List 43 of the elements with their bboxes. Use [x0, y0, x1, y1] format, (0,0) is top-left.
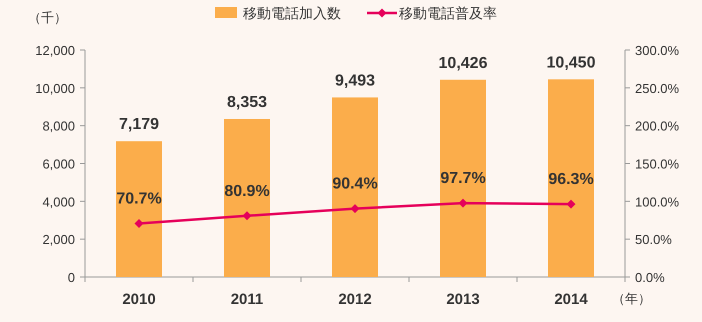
- y2-tick-label: 250.0%: [635, 80, 680, 96]
- y-tick-label: 10,000: [35, 80, 75, 96]
- bar: [548, 79, 594, 277]
- x-tick-label: 2010: [122, 291, 156, 308]
- x-tick-label: 2011: [230, 291, 264, 308]
- legend-label: 移動電話普及率: [399, 5, 497, 21]
- data-label: 9,493: [334, 72, 376, 90]
- y2-tick-label: 100.0%: [635, 194, 680, 210]
- x-tick-label: 2014: [554, 291, 588, 308]
- y-tick-label: 4,000: [42, 194, 75, 210]
- y2-tick-label: 200.0%: [635, 118, 680, 134]
- data-label: 90.4%: [332, 176, 378, 193]
- y-tick-label: 8,000: [42, 118, 75, 134]
- y-axis-title: （千）: [28, 10, 67, 25]
- data-label: 80.9%: [224, 182, 270, 200]
- y-tick-label: 12,000: [35, 43, 75, 58]
- data-label: 96.3%: [548, 171, 594, 188]
- data-label: 8,353: [226, 94, 268, 111]
- bar: [332, 97, 378, 277]
- y2-tick-label: 150.0%: [635, 156, 680, 172]
- x-tick-label: 2012: [338, 291, 372, 308]
- point: [242, 211, 252, 220]
- bar: [440, 80, 486, 277]
- point: [134, 219, 144, 228]
- y-tick-label: 0: [68, 270, 75, 285]
- point: [566, 200, 576, 209]
- bar: [224, 118, 270, 277]
- data-label: 97.7%: [440, 170, 486, 188]
- data-label: 10,450: [546, 54, 596, 72]
- bar: [116, 141, 162, 277]
- y2-tick-label: 300.0%: [635, 43, 680, 58]
- data-label: 7,179: [118, 116, 160, 134]
- legend-label: 移動電話加入数: [243, 5, 341, 21]
- y-tick-label: 2,000: [42, 232, 75, 248]
- y2-tick-label: 50.0%: [635, 232, 672, 248]
- x-tick-label: 2013: [446, 291, 480, 308]
- y2-tick-label: 0.0%: [635, 270, 666, 285]
- point: [458, 198, 468, 208]
- data-label: 70.7%: [116, 190, 162, 208]
- y-tick-label: 6,000: [42, 156, 75, 172]
- x-axis-title: （年）: [612, 291, 651, 306]
- data-label: 10,426: [438, 54, 488, 72]
- point: [350, 204, 360, 214]
